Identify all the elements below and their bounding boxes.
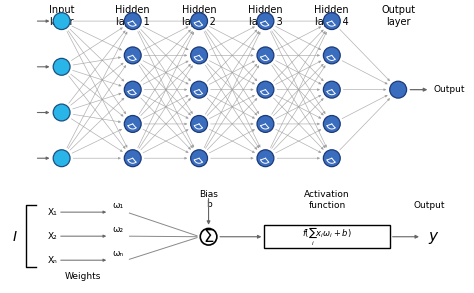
Circle shape bbox=[191, 115, 208, 132]
Circle shape bbox=[323, 115, 340, 132]
Circle shape bbox=[124, 81, 141, 98]
Text: Input
layer: Input layer bbox=[49, 5, 74, 27]
Circle shape bbox=[323, 81, 340, 98]
Text: ω₂: ω₂ bbox=[112, 225, 124, 234]
Text: Xₙ: Xₙ bbox=[47, 256, 57, 265]
Circle shape bbox=[191, 47, 208, 64]
Circle shape bbox=[257, 115, 274, 132]
Circle shape bbox=[53, 13, 70, 30]
Text: Hidden
layer 3: Hidden layer 3 bbox=[248, 5, 283, 27]
FancyBboxPatch shape bbox=[264, 225, 390, 248]
Circle shape bbox=[124, 115, 141, 132]
Text: $\Sigma$: $\Sigma$ bbox=[203, 228, 214, 246]
Circle shape bbox=[53, 104, 70, 121]
Circle shape bbox=[200, 229, 217, 245]
Circle shape bbox=[53, 150, 70, 167]
Circle shape bbox=[323, 47, 340, 64]
Circle shape bbox=[191, 81, 208, 98]
Circle shape bbox=[257, 13, 274, 30]
Text: Activation
function: Activation function bbox=[304, 190, 350, 210]
Text: $f(\sum_i x_i\omega_i + b)$: $f(\sum_i x_i\omega_i + b)$ bbox=[302, 226, 352, 248]
Text: Weights: Weights bbox=[65, 272, 101, 281]
Circle shape bbox=[124, 47, 141, 64]
Circle shape bbox=[124, 150, 141, 167]
Circle shape bbox=[124, 13, 141, 30]
Circle shape bbox=[257, 47, 274, 64]
Text: Hidden
layer 1: Hidden layer 1 bbox=[115, 5, 150, 27]
Text: Output: Output bbox=[413, 201, 445, 210]
Circle shape bbox=[323, 150, 340, 167]
Circle shape bbox=[191, 13, 208, 30]
Text: X₁: X₁ bbox=[47, 208, 57, 217]
Circle shape bbox=[257, 81, 274, 98]
Circle shape bbox=[390, 81, 407, 98]
Text: ωₙ: ωₙ bbox=[112, 249, 124, 258]
Circle shape bbox=[257, 150, 274, 167]
Text: y: y bbox=[429, 229, 438, 244]
Text: X₂: X₂ bbox=[47, 232, 57, 241]
Circle shape bbox=[53, 58, 70, 75]
Text: Bias
b: Bias b bbox=[199, 190, 218, 209]
Circle shape bbox=[323, 13, 340, 30]
Text: I: I bbox=[12, 230, 16, 244]
Text: Output
layer: Output layer bbox=[381, 5, 415, 27]
Circle shape bbox=[191, 150, 208, 167]
Text: ω₁: ω₁ bbox=[112, 201, 124, 209]
Text: Hidden
layer 2: Hidden layer 2 bbox=[182, 5, 217, 27]
Text: Output: Output bbox=[434, 85, 465, 94]
Text: Hidden
layer 4: Hidden layer 4 bbox=[314, 5, 349, 27]
